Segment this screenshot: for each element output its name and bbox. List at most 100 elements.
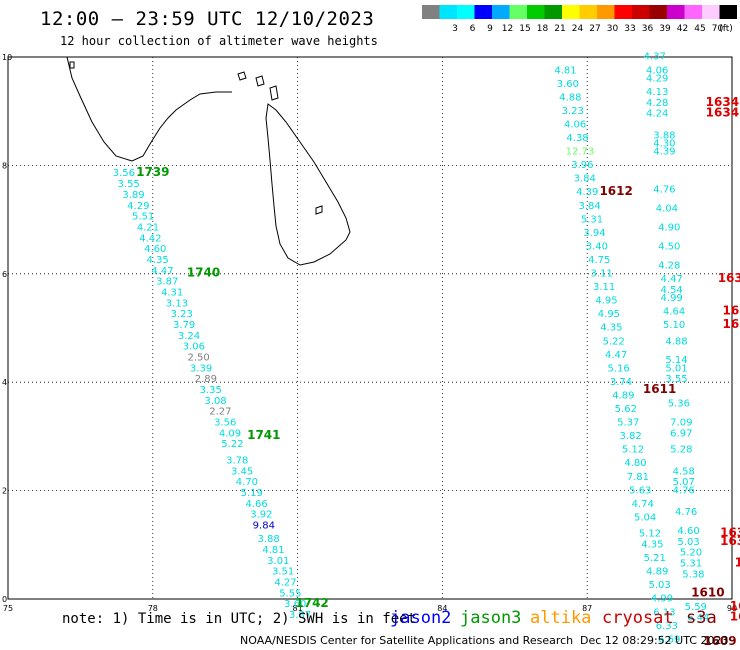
satellite-label-s3a: s3a (686, 608, 717, 628)
wave-height-reading: 4.81 (554, 65, 576, 76)
wave-height-reading: 6.13 (653, 607, 675, 618)
wave-height-reading: 4.31 (161, 287, 183, 298)
satellite-label-cryosat: cryosat (602, 608, 674, 628)
wave-height-reading: 4.21 (137, 222, 159, 233)
legend-swatch (562, 5, 580, 19)
wave-height-reading: 3.89 (122, 190, 144, 201)
wave-height-reading: 2.89 (195, 374, 217, 385)
lat-tick-label: 4 (2, 378, 7, 387)
wave-height-reading: 4.35 (600, 323, 622, 334)
wave-height-reading: 5.31 (581, 214, 603, 225)
wave-height-reading: 3.11 (593, 282, 615, 293)
legend-tick-label: 36 (642, 24, 654, 34)
agency-credit: NOAA/NESDIS Center for Satellite Applica… (240, 634, 574, 647)
legend-tick-label: 70 (712, 24, 724, 34)
wave-height-reading: 4.81 (262, 545, 284, 556)
legend-swatch (649, 5, 667, 19)
wave-height-reading: 4.06 (564, 119, 586, 130)
legend-unit-label: (ft) (719, 24, 733, 34)
wave-height-reading: 3.74 (610, 377, 632, 388)
lat-tick-label: 8 (2, 161, 7, 170)
legend-swatch (614, 5, 632, 19)
legend-swatch (632, 5, 650, 19)
wave-height-reading: 3.11 (591, 269, 613, 280)
wave-height-reading: 6.33 (656, 621, 678, 632)
wave-height-reading: 5.03 (648, 580, 670, 591)
wave-height-reading: 4.13 (646, 87, 668, 98)
wave-height-reading: 4.80 (624, 458, 646, 469)
wave-height-reading: 3.06 (183, 342, 205, 353)
wave-height-reading: 3.01 (267, 556, 289, 567)
wave-height-reading: 4.54 (661, 285, 683, 296)
wave-height-reading: 4.29 (127, 201, 149, 212)
lon-tick-label: 87 (582, 604, 592, 613)
wave-height-reading: 5.12 (639, 529, 661, 540)
wave-height-reading: 4.04 (656, 203, 678, 214)
wave-height-reading: 4.99 (651, 594, 673, 605)
wave-height-reading: 12.73 (566, 147, 595, 158)
wave-height-reading: 5.21 (644, 553, 666, 564)
satellite-label-jason2: jason2 (390, 608, 452, 628)
page-title: 12:00 – 23:59 UTC 12/10/2023 (40, 8, 375, 30)
wave-height-reading: 4.35 (146, 255, 168, 266)
wave-height-reading: 4.42 (139, 233, 161, 244)
legend-tick-label: 21 (554, 24, 565, 34)
wave-height-reading: 4.75 (588, 255, 610, 266)
wave-height-reading: 4.06 (646, 65, 668, 76)
generated-timestamp: Dec 12 08:29:52 UTC 2023 (580, 634, 729, 647)
coast-detail (315, 205, 323, 215)
wave-height-reading: 3.35 (200, 385, 222, 396)
wave-height-reading: 5.14 (665, 355, 687, 366)
wave-height-reading: 3.23 (171, 309, 193, 320)
wave-height-reading: 3.87 (289, 610, 311, 621)
wave-height-reading: 5.12 (622, 445, 644, 456)
wave-height-reading: 5.63 (629, 485, 651, 496)
wave-height-reading: 2.50 (188, 353, 210, 364)
coast-detail (255, 75, 265, 87)
pass-number-label: 1739 (136, 165, 169, 179)
wave-height-reading: 4.64 (663, 306, 685, 317)
wave-height-reading: 5.10 (663, 320, 685, 331)
wave-height-reading: 4.37 (644, 52, 666, 63)
pass-number-label: 1632 (720, 534, 740, 548)
wave-height-reading: 3.94 (583, 228, 605, 239)
legend-swatch (474, 5, 492, 19)
wave-height-reading: 4.39 (653, 147, 675, 158)
pass-number-label: 1633 (723, 303, 740, 317)
legend-swatch (457, 5, 475, 19)
legend-tick-label: 39 (659, 24, 671, 34)
wave-height-reading: 3.55 (118, 179, 140, 190)
wave-height-reading: 4.99 (661, 293, 683, 304)
wave-height-reading: 2.27 (209, 407, 231, 418)
pass-number-label: 1632 (720, 526, 740, 540)
wave-height-reading: 3.51 (272, 567, 294, 578)
legend-tick-label: 12 (502, 24, 513, 34)
legend-swatch (492, 5, 510, 19)
wave-height-reading: 4.58 (673, 466, 695, 477)
legend-tick-label: 45 (694, 24, 705, 34)
legend-swatch (439, 5, 457, 19)
legend-tick-label: 27 (589, 24, 600, 34)
wave-height-reading: 5.03 (677, 537, 699, 548)
pass-number-label: 1741 (247, 428, 280, 442)
wave-height-reading: 5.62 (615, 404, 637, 415)
wave-height-reading: 5.16 (607, 363, 629, 374)
wave-height-reading: 5.19 (241, 488, 263, 499)
india-coastline (66, 56, 232, 162)
legend-swatch (544, 5, 562, 19)
wave-height-reading: 3.45 (231, 466, 253, 477)
pass-number-label: 1633 (718, 271, 740, 285)
wave-height-reading: 7.09 (670, 418, 692, 429)
wave-height-reading: 4.38 (566, 133, 588, 144)
wave-height-reading: 6.44 (687, 613, 709, 624)
pass-number-label: 1609 (703, 634, 736, 648)
legend-swatch (579, 5, 597, 19)
wave-height-reading: 4.47 (605, 350, 627, 361)
wave-height-reading: 4.76 (675, 507, 697, 518)
wave-height-reading: 4.88 (665, 336, 687, 347)
wave-height-reading: 3.60 (557, 79, 579, 90)
wave-height-reading: 9.84 (253, 521, 275, 532)
